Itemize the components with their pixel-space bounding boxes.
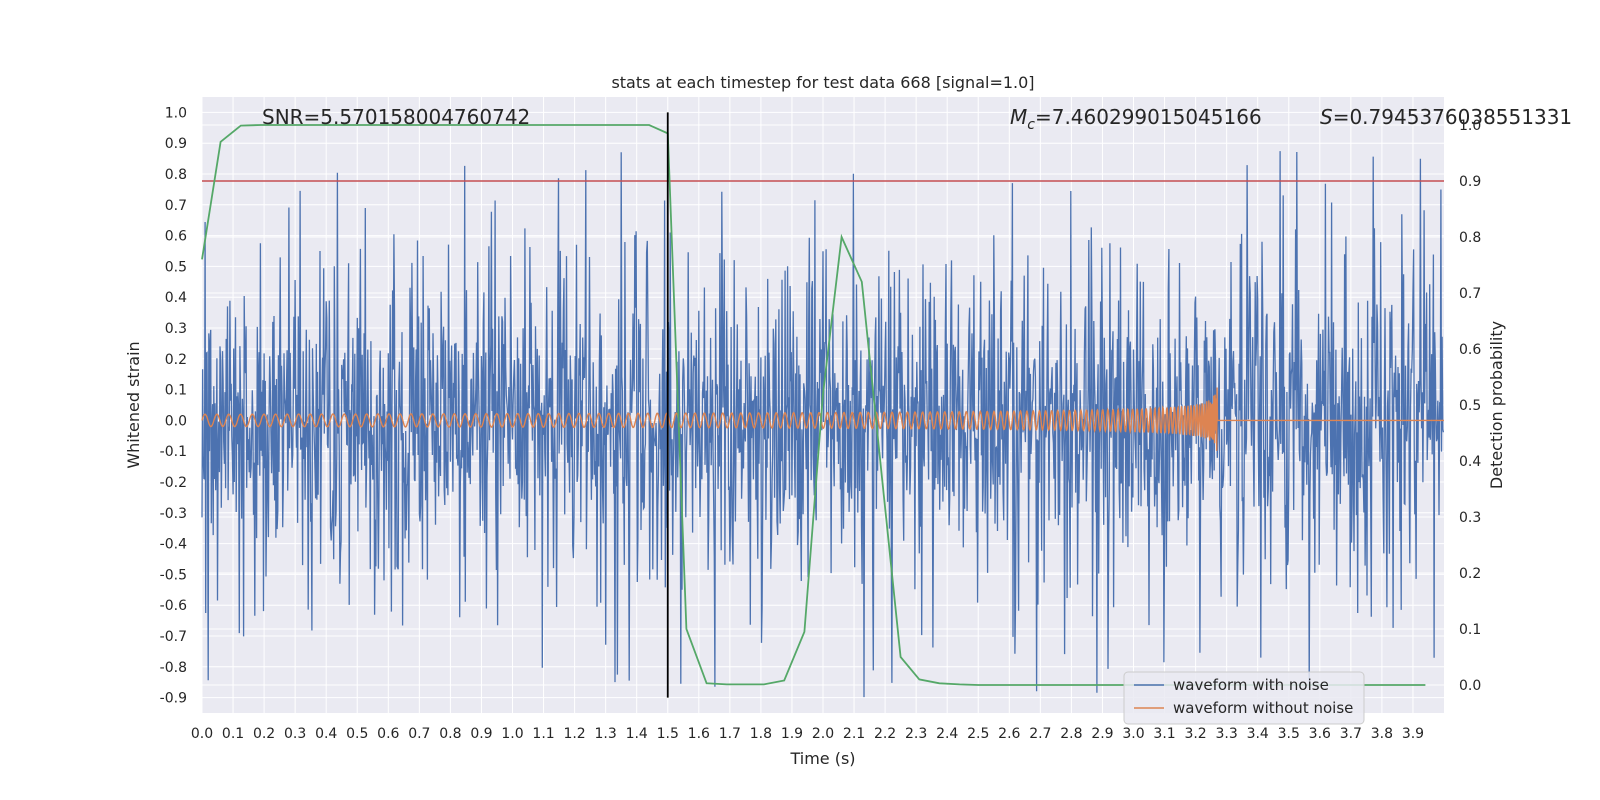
y-tick-label-left: 0.8: [165, 167, 187, 183]
y-tick-label-left: 1.0: [165, 105, 187, 121]
y-tick-label-left: 0.5: [165, 259, 187, 275]
x-tick-label: 0.9: [470, 726, 492, 742]
x-axis-label: Time (s): [789, 749, 855, 768]
y-axis-label-right: Detection probability: [1487, 321, 1506, 489]
legend-label-noise: waveform with noise: [1173, 676, 1329, 694]
x-tick-label: 2.7: [1029, 726, 1051, 742]
x-tick-label: 1.0: [501, 726, 523, 742]
y-tick-label-right: 0.9: [1459, 174, 1481, 190]
x-tick-label: 0.1: [222, 726, 244, 742]
y-tick-label-right: 0.6: [1459, 342, 1481, 358]
x-tick-label: 3.5: [1278, 726, 1300, 742]
y-tick-label-right: 0.4: [1459, 454, 1481, 470]
y-tick-label-right: 0.7: [1459, 286, 1481, 302]
y-tick-label-right: 0.5: [1459, 398, 1481, 414]
x-tick-label: 2.9: [1091, 726, 1113, 742]
mc-subscript: c: [1027, 117, 1035, 133]
x-tick-label: 0.2: [253, 726, 275, 742]
x-tick-label: 1.9: [781, 726, 803, 742]
x-tick-label: 3.7: [1340, 726, 1362, 742]
chart-title: stats at each timestep for test data 668…: [611, 73, 1034, 92]
y-tick-label-right: 0.1: [1459, 622, 1481, 638]
s-symbol: S: [1320, 105, 1333, 129]
x-tick-label: 1.2: [563, 726, 585, 742]
x-tick-label: 1.1: [532, 726, 554, 742]
y-tick-label-left: 0.6: [165, 229, 187, 245]
x-tick-label: 2.6: [998, 726, 1020, 742]
y-tick-label-left: -0.3: [160, 506, 187, 522]
x-tick-label: 3.3: [1216, 726, 1238, 742]
x-tick-label: 1.3: [595, 726, 617, 742]
y-axis-label-left: Whitened strain: [124, 341, 143, 468]
x-tick-label: 2.2: [874, 726, 896, 742]
x-tick-label: 1.7: [719, 726, 741, 742]
mc-symbol: M: [1010, 105, 1027, 129]
x-tick-label: 0.0: [191, 726, 213, 742]
snr-annotation: SNR=5.570158004760742: [262, 105, 530, 129]
y-tick-label-left: 0.9: [165, 136, 187, 152]
y-tick-label-right: 1.0: [1459, 118, 1481, 134]
x-tick-label: 1.8: [750, 726, 772, 742]
x-tick-label: 3.4: [1247, 726, 1269, 742]
x-tick-label: 3.2: [1184, 726, 1206, 742]
x-tick-label: 2.0: [812, 726, 834, 742]
x-tick-label: 3.1: [1153, 726, 1175, 742]
y-tick-label-left: -0.6: [160, 598, 187, 614]
legend-box: [1123, 671, 1365, 725]
s-annotation: S=0.7945376038551331: [1320, 105, 1572, 129]
y-tick-label-left: -0.2: [160, 475, 187, 491]
y-tick-label-left: -0.8: [160, 660, 187, 676]
x-tick-label: 0.5: [346, 726, 368, 742]
x-tick-label: 1.5: [657, 726, 679, 742]
series-waveform-without-noise: [201, 387, 1444, 451]
x-tick-label: 2.1: [843, 726, 865, 742]
x-tick-label: 0.8: [439, 726, 461, 742]
y-tick-label-right: 0.2: [1459, 566, 1481, 582]
y-tick-label-left: -0.7: [160, 629, 187, 645]
s-value: =0.7945376038551331: [1333, 105, 1572, 129]
y-tick-label-left: 0.4: [165, 290, 187, 306]
x-tick-label: 0.7: [408, 726, 430, 742]
x-tick-label: 3.6: [1309, 726, 1331, 742]
x-tick-label: 2.8: [1060, 726, 1082, 742]
legend-label-clean: waveform without noise: [1173, 699, 1353, 717]
x-tick-label: 2.3: [905, 726, 927, 742]
y-tick-label-right: 0.3: [1459, 510, 1481, 526]
y-tick-label-left: 0.2: [165, 352, 187, 368]
legend: waveform with noise waveform without noi…: [1123, 671, 1365, 725]
x-tick-label: 3.0: [1122, 726, 1144, 742]
y-tick-label-left: -0.5: [160, 567, 187, 583]
x-tick-label: 3.9: [1402, 726, 1424, 742]
mc-value: =7.460299015045166: [1035, 105, 1262, 129]
x-tick-label: 0.4: [315, 726, 337, 742]
x-tick-label: 2.4: [936, 726, 958, 742]
y-tick-label-right: 0.8: [1459, 230, 1481, 246]
y-tick-label-left: 0.3: [165, 321, 187, 337]
y-tick-label-left: -0.1: [160, 444, 187, 460]
mc-annotation: Mc=7.460299015045166: [1010, 105, 1262, 133]
y-tick-label-left: 0.1: [165, 383, 187, 399]
x-tick-label: 3.8: [1371, 726, 1393, 742]
y-tick-label-right: 0.0: [1459, 678, 1481, 694]
x-tick-label: 2.5: [967, 726, 989, 742]
x-tick-label: 1.6: [688, 726, 710, 742]
x-tick-label: 1.4: [626, 726, 648, 742]
y-tick-label-left: -0.9: [160, 691, 187, 707]
series-waveform-with-noise: [201, 151, 1445, 698]
tick-layer: 0.0 0.1 0.2 0.3 0.4 0.5 0.6 0.7 0.8 0.9 1.0 1.1 1.2 1…: [160, 105, 1482, 742]
y-tick-label-left: 0.7: [165, 198, 187, 214]
x-tick-label: 0.6: [377, 726, 399, 742]
y-tick-label-left: 0.0: [165, 413, 187, 429]
x-tick-label: 0.3: [284, 726, 306, 742]
y-tick-label-left: -0.4: [160, 537, 187, 553]
